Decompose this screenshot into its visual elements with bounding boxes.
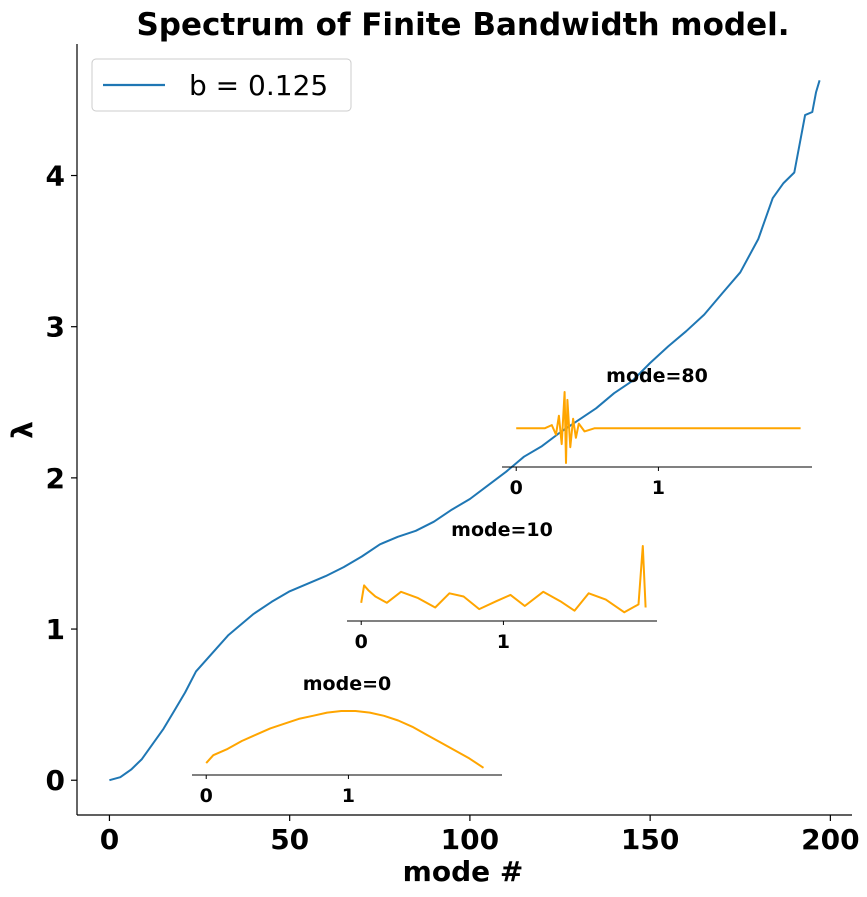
inset-line	[205, 710, 485, 769]
y-tick-label: 3	[46, 311, 65, 344]
legend: b = 0.125	[91, 58, 352, 112]
y-tick-label: 0	[46, 764, 65, 797]
insets-layer: 0 1 mode=0 0 1 mode=10 0 1 mode=80	[192, 365, 812, 807]
y-tick-label: 2	[46, 462, 65, 495]
inset-1: 0 1 mode=0	[192, 673, 502, 807]
inset-title: mode=10	[451, 519, 553, 541]
y-ticks: 0 1 2 3 4	[46, 160, 77, 797]
x-tick-label: 200	[801, 823, 859, 856]
inset-tick-label: 0	[200, 785, 213, 807]
x-tick-label: 150	[621, 823, 679, 856]
inset-3: 0 1 mode=80	[502, 365, 812, 499]
inset-title: mode=0	[303, 673, 391, 695]
y-tick-label: 4	[46, 160, 65, 193]
legend-label: b = 0.125	[189, 69, 328, 102]
y-tick-label: 1	[46, 613, 65, 646]
inset-line	[360, 545, 647, 614]
x-ticks: 0 50 100 150 200	[100, 815, 860, 856]
chart-title: Spectrum of Finite Bandwidth model.	[136, 7, 789, 43]
inset-tick-label: 1	[497, 631, 510, 653]
series-layer	[109, 80, 821, 782]
inset-tick-label: 0	[510, 477, 523, 499]
x-axis-label: mode #	[403, 855, 524, 888]
legend-box	[91, 58, 352, 112]
y-axis-label: λ	[6, 421, 39, 439]
inset-tick-label: 1	[652, 477, 665, 499]
series-line	[109, 80, 821, 782]
inset-tick-label: 1	[342, 785, 355, 807]
inset-tick-label: 0	[355, 631, 368, 653]
inset-line	[516, 391, 801, 464]
x-tick-label: 100	[441, 823, 499, 856]
inset-title: mode=80	[606, 365, 708, 387]
x-tick-label: 0	[100, 823, 119, 856]
x-tick-label: 50	[270, 823, 309, 856]
inset-2: 0 1 mode=10	[347, 519, 657, 653]
